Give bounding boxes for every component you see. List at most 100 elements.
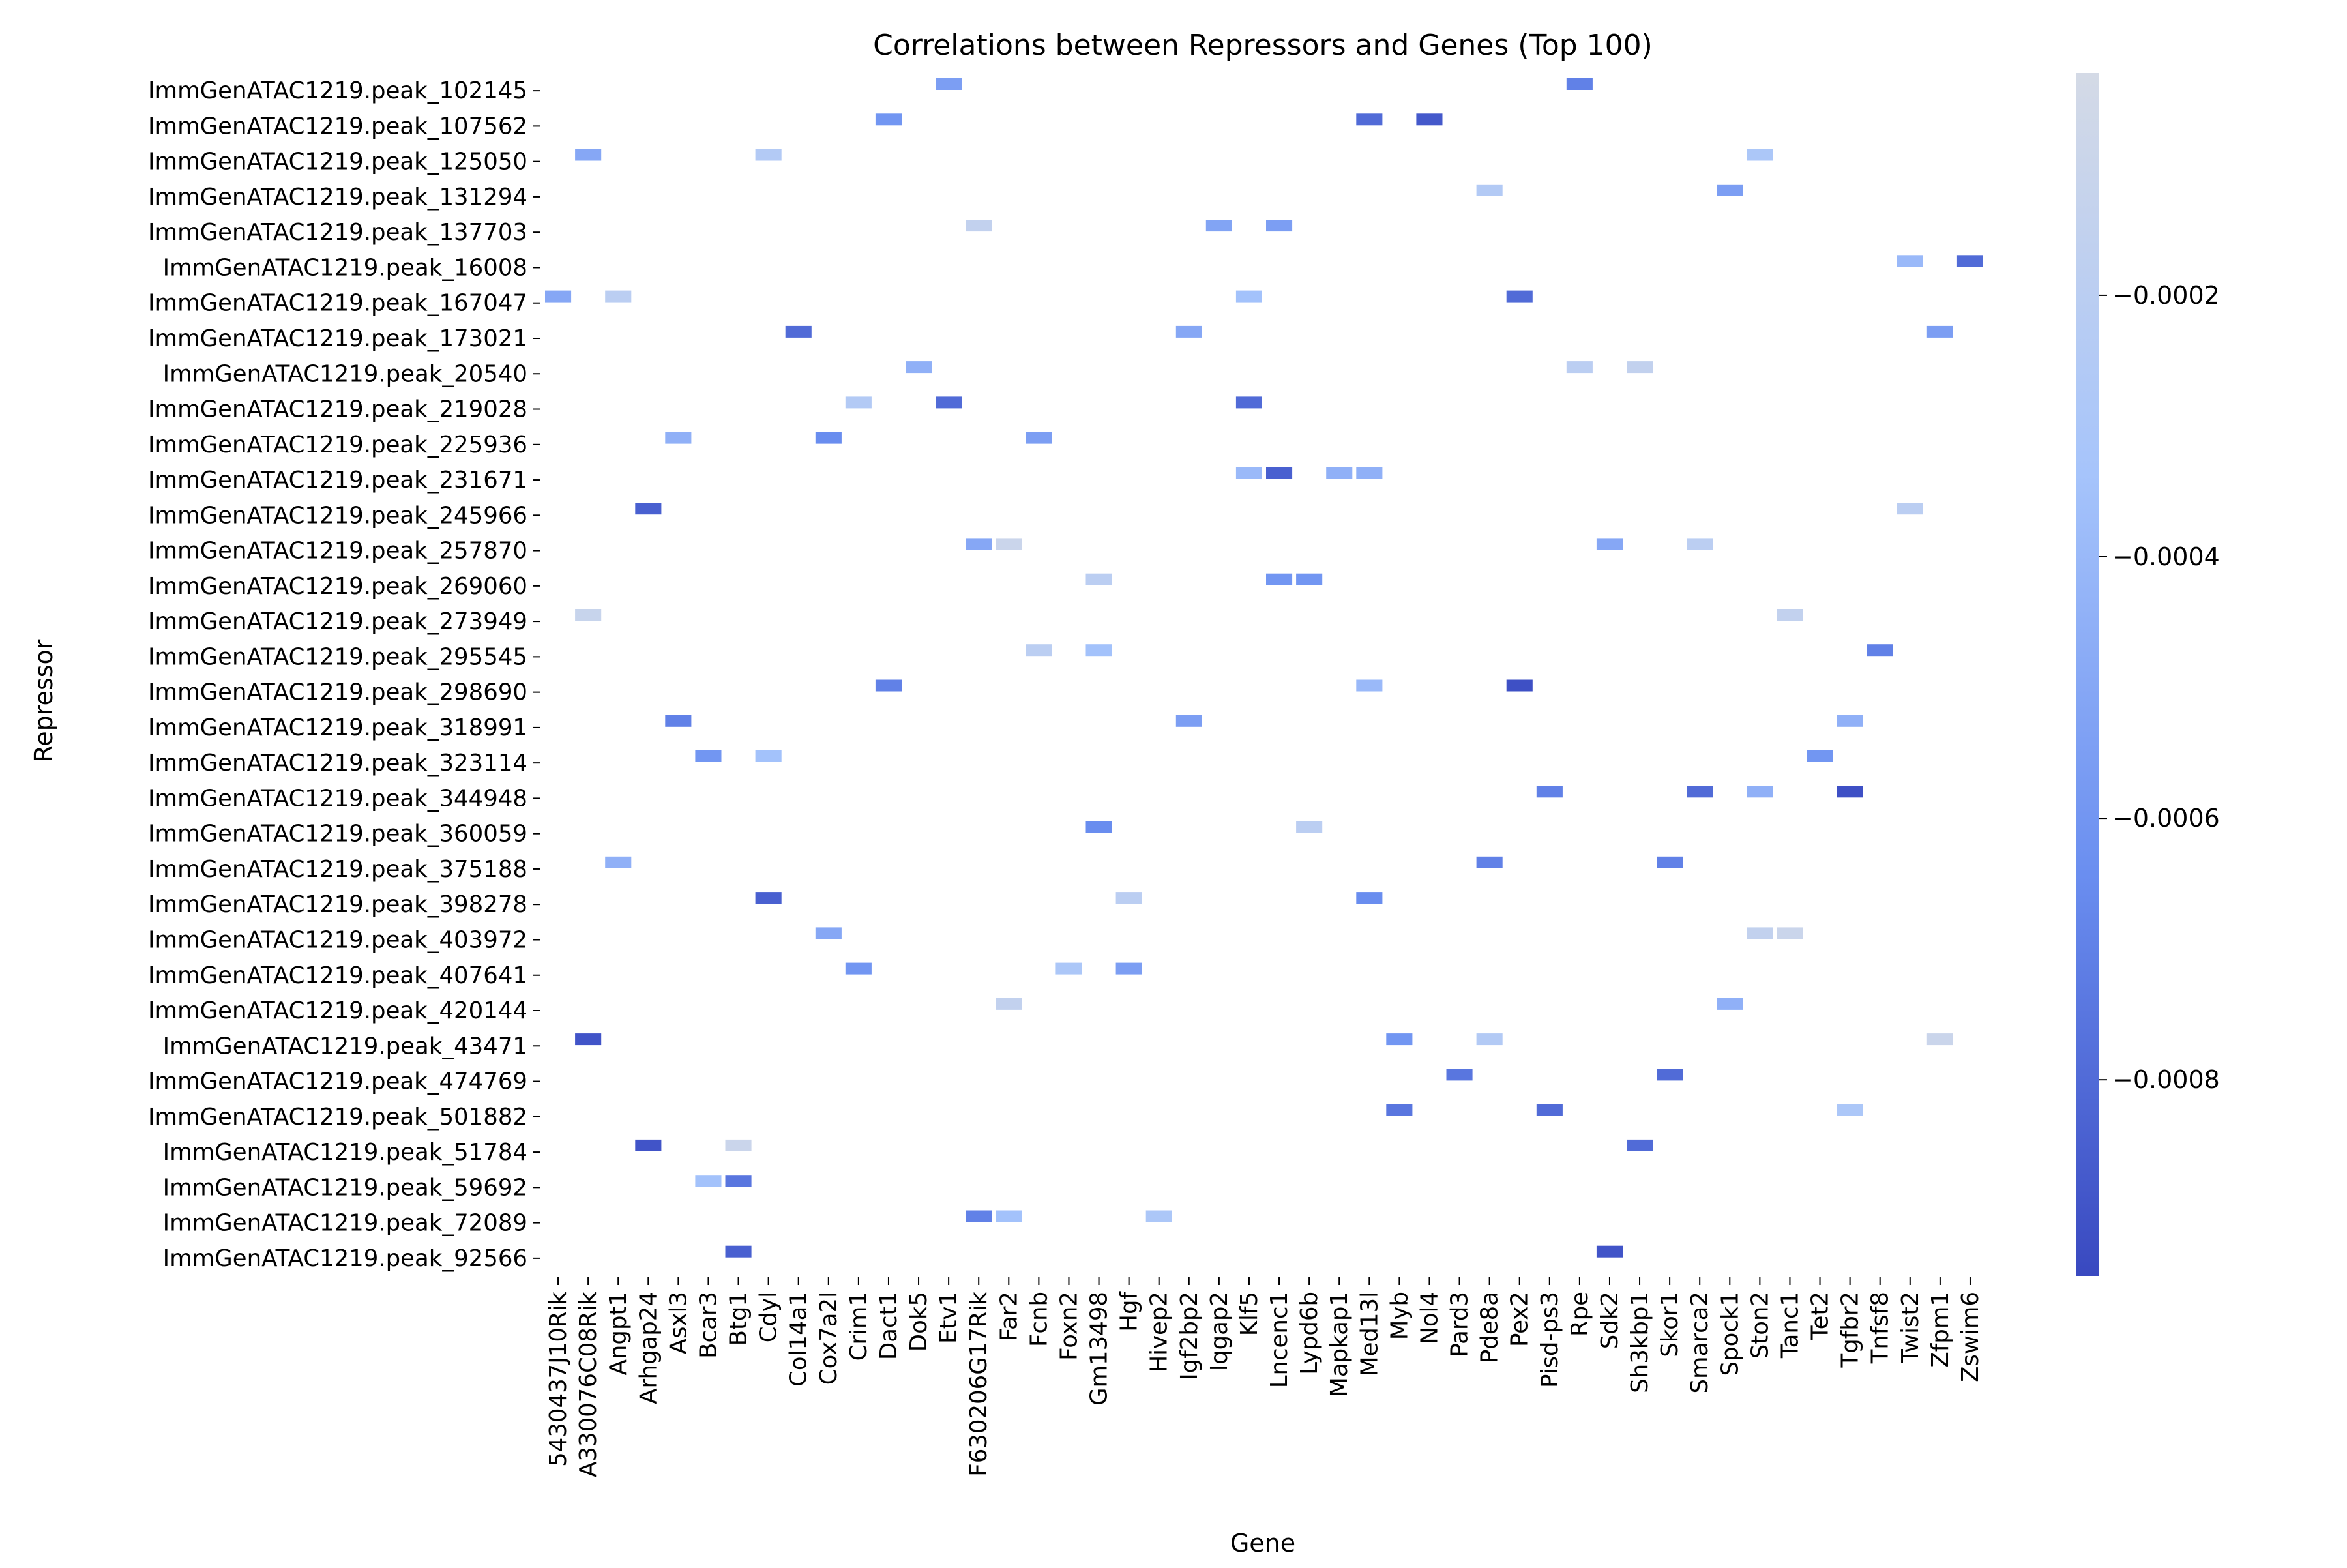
heatmap-cell <box>906 361 932 374</box>
heatmap-cell <box>875 113 902 126</box>
colorbar-tick-label: −0.0002 <box>2112 281 2220 310</box>
x-tick-label: Pard3 <box>1447 1292 1473 1357</box>
x-tick-label: Lypd6b <box>1296 1292 1323 1375</box>
y-tick-label: ImmGenATAC1219.peak_398278 <box>148 891 527 918</box>
heatmap-cell <box>755 149 782 161</box>
heatmap-cell <box>936 396 962 409</box>
heatmap-cell <box>1747 149 1773 161</box>
heatmap-cell <box>665 715 692 727</box>
x-tick-label: Pde8a <box>1477 1292 1503 1363</box>
y-tick-label: ImmGenATAC1219.peak_92566 <box>163 1245 527 1272</box>
heatmap-cell <box>1596 1245 1623 1258</box>
y-tick-label: ImmGenATAC1219.peak_131294 <box>148 184 527 211</box>
heatmap-cell <box>1897 255 1923 267</box>
heatmap-cell <box>1837 1104 1863 1116</box>
heatmap-cell <box>966 1210 992 1222</box>
x-tick-label: Gm13498 <box>1086 1292 1113 1406</box>
heatmap-cell <box>1627 361 1653 374</box>
heatmap-cell <box>1506 679 1533 692</box>
y-tick-label: ImmGenATAC1219.peak_72089 <box>163 1210 527 1237</box>
y-tick-label: ImmGenATAC1219.peak_295545 <box>148 643 527 670</box>
heatmap-cell <box>755 750 782 762</box>
heatmap-cell <box>1687 538 1713 550</box>
x-tick-label: 5430437J10Rik <box>545 1292 572 1467</box>
heatmap-cell <box>1446 1069 1473 1081</box>
x-tick-label: Tanc1 <box>1777 1292 1804 1359</box>
x-tick-label: Med13l <box>1356 1292 1383 1376</box>
heatmap-cell <box>1747 927 1773 939</box>
heatmap-cell <box>725 1139 752 1151</box>
heatmap-cell <box>1356 467 1383 479</box>
heatmap-cell <box>1296 573 1323 585</box>
x-axis-label: Gene <box>1230 1529 1295 1558</box>
x-tick-label: Klf5 <box>1236 1292 1263 1336</box>
heatmap-cell <box>1235 396 1262 409</box>
y-tick-label: ImmGenATAC1219.peak_107562 <box>148 113 527 140</box>
heatmap-cell <box>1596 538 1623 550</box>
x-tick-label: Sdk2 <box>1597 1292 1623 1349</box>
y-tick-label: ImmGenATAC1219.peak_173021 <box>148 325 527 352</box>
y-tick-label: ImmGenATAC1219.peak_125050 <box>148 149 527 175</box>
y-tick-label: ImmGenATAC1219.peak_298690 <box>148 679 527 706</box>
x-tick-label: Hgf <box>1116 1291 1143 1332</box>
x-tick-label: Ston2 <box>1747 1292 1773 1359</box>
heatmap-cell <box>1717 184 1743 196</box>
heatmap-cell <box>1205 220 1232 232</box>
heatmap-cell <box>1837 786 1863 798</box>
colorbar <box>2076 73 2099 1276</box>
heatmap-cell <box>1717 998 1743 1010</box>
heatmap-cell <box>1386 1104 1413 1116</box>
y-tick-label: ImmGenATAC1219.peak_219028 <box>148 396 527 423</box>
x-tick-label: Lncenc1 <box>1266 1292 1293 1388</box>
colorbar-ticks: −0.0002 −0.0004 −0.0006 −0.0008 <box>2099 281 2220 1094</box>
heatmap-cell <box>1085 644 1112 657</box>
x-tick-label: Hivep2 <box>1146 1292 1173 1373</box>
heatmap-cell <box>996 538 1022 550</box>
x-tick-label: A330076C08Rik <box>575 1292 602 1477</box>
x-tick-label: Iqgap2 <box>1206 1292 1233 1371</box>
heatmap-cell <box>1837 715 1863 727</box>
y-tick-label: ImmGenATAC1219.peak_16008 <box>163 254 527 281</box>
x-tick-label: Crim1 <box>846 1292 872 1361</box>
y-tick-label: ImmGenATAC1219.peak_273949 <box>148 608 527 635</box>
x-tick-label: Mapkap1 <box>1326 1292 1353 1397</box>
x-tick-label: Angpt1 <box>605 1292 632 1375</box>
x-tick-label: Rpe <box>1567 1292 1593 1337</box>
x-tick-label: Tnfsf8 <box>1867 1292 1894 1364</box>
x-tick-label: Fcnb <box>1026 1292 1052 1347</box>
chart-title: Correlations between Repressors and Gene… <box>873 29 1653 62</box>
heatmap-cell <box>1266 467 1293 479</box>
heatmap-cell <box>936 78 962 90</box>
heatmap-cell <box>1055 962 1082 975</box>
heatmap-cell <box>1356 892 1383 904</box>
y-axis-label: Repressor <box>29 639 58 762</box>
heatmap-cell <box>1026 432 1052 444</box>
heatmap-cell <box>635 1139 662 1151</box>
y-tick-label: ImmGenATAC1219.peak_269060 <box>148 573 527 600</box>
heatmap-cell <box>1266 573 1293 585</box>
heatmap-cell <box>605 290 632 303</box>
heatmap-cell <box>1235 467 1262 479</box>
x-tick-label: Asxl3 <box>665 1292 692 1354</box>
heatmap-cell <box>1777 609 1803 621</box>
heatmap-cell <box>575 149 602 161</box>
heatmap-cell <box>605 856 632 868</box>
heatmap-cell <box>1867 644 1893 657</box>
heatmap-cell <box>665 432 692 444</box>
x-tick-label: Dok5 <box>906 1292 932 1352</box>
heatmap-cell <box>1956 255 1983 267</box>
x-tick-label: Skor1 <box>1657 1292 1683 1357</box>
y-tick-label: ImmGenATAC1219.peak_403972 <box>148 926 527 953</box>
y-tick-label: ImmGenATAC1219.peak_20540 <box>163 361 527 387</box>
heatmap-cell <box>575 609 602 621</box>
heatmap-cell <box>575 1033 602 1046</box>
heatmap-cell <box>1506 290 1533 303</box>
colorbar-tick-label: −0.0006 <box>2112 804 2220 833</box>
heatmap-cell <box>1235 290 1262 303</box>
x-tick-label: Dact1 <box>876 1292 902 1360</box>
heatmap-cell <box>1807 750 1833 762</box>
heatmap-cell <box>1356 113 1383 126</box>
x-tick-label: Igf2bp2 <box>1176 1292 1203 1380</box>
heatmap-cell <box>1897 503 1923 515</box>
